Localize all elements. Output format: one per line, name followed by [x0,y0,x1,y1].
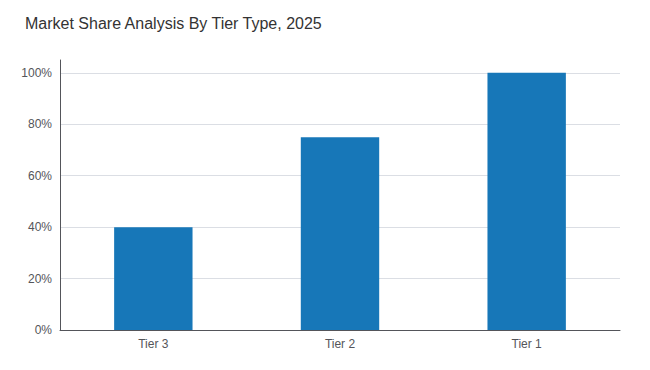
svg-text:100%: 100% [21,66,52,80]
svg-text:20%: 20% [28,272,52,286]
svg-text:40%: 40% [28,220,52,234]
svg-text:Tier 1: Tier 1 [512,337,543,351]
svg-text:Tier 2: Tier 2 [325,337,356,351]
svg-text:Market Share Analysis By Tier: Market Share Analysis By Tier Type, 2025 [25,15,322,32]
svg-text:60%: 60% [28,169,52,183]
svg-text:0%: 0% [35,323,53,337]
svg-text:Tier 3: Tier 3 [138,337,169,351]
svg-text:80%: 80% [28,117,52,131]
